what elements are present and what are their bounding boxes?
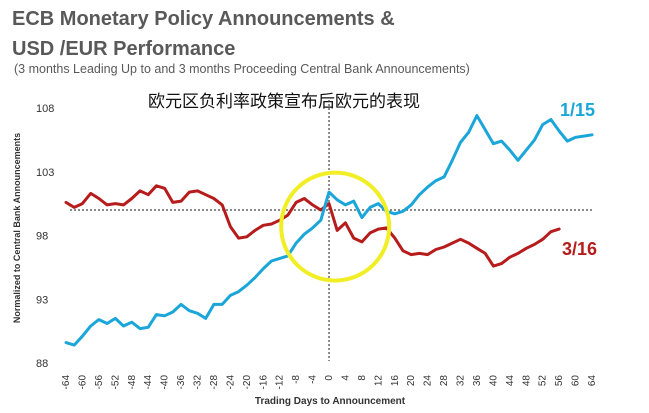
y-tick-label: 98 [36,231,48,243]
y-tick-label: 93 [36,294,48,306]
y-tick-label: 88 [36,358,48,370]
x-tick-label: 40 [488,375,499,387]
x-tick-label: -52 [110,375,121,390]
x-tick-label: -4 [308,375,319,384]
reference-lines [70,100,592,361]
x-tick-label: 36 [472,375,483,387]
x-tick-label: 16 [390,375,401,387]
highlight-circle [279,170,392,283]
x-tick-label: 4 [340,375,351,381]
x-axis-ticks: -64 -60 -56 -52 -48 -44 -40 -36 -32 -28 -24 -20 -16-… [61,375,598,390]
x-tick-label: -24 [225,375,236,390]
x-axis-label: Trading Days to Announcement [255,396,406,407]
x-tick-label: 52 [538,375,549,387]
chart-title-line2: USD /EUR Performance [12,38,236,60]
series-line-115 [64,114,594,347]
x-tick-label: -44 [143,375,154,390]
x-tick-label: -20 [242,375,253,390]
series-lines [64,114,594,347]
series-label-316: 3/16 [562,239,597,259]
x-tick-label: -12 [275,375,286,390]
y-tick-label: 108 [36,103,54,115]
y-axis-ticks: 88 93 98 103 108 [36,103,54,370]
chart-title: ECB Monetary Policy Announcements & USD … [12,4,395,64]
x-tick-label: -8 [291,375,302,384]
x-tick-label: 64 [587,375,598,387]
x-tick-label: -16 [258,375,269,390]
chart-subtitle: (3 months Leading Up to and 3 months Pro… [14,62,470,76]
x-tick-label: 0 [324,375,335,381]
x-tick-label: 28 [439,375,450,387]
series-label-115: 1/15 [560,100,595,120]
x-tick-label: 48 [521,375,532,387]
x-tick-label: 60 [571,375,582,387]
x-tick-label: 20 [406,375,417,387]
chart-title-line1: ECB Monetary Policy Announcements & [12,8,395,30]
x-tick-label: -60 [77,375,88,390]
x-tick-label: -32 [193,375,204,390]
x-tick-label: 12 [373,375,384,387]
x-tick-label: -40 [160,375,171,390]
series-line-316 [64,184,561,268]
x-tick-label: 56 [554,375,565,387]
y-axis-label: Normalized to Central Bank Announcements [12,133,22,323]
y-tick-label: 103 [36,167,54,179]
x-tick-label: 8 [357,375,368,381]
x-tick-label: -56 [94,375,105,390]
x-tick-label: -36 [176,375,187,390]
x-tick-label: 44 [505,375,516,387]
x-tick-label: -28 [209,375,220,390]
x-tick-label: 32 [456,375,467,387]
chart-annotation: 欧元区负利率政策宣布后欧元的表现 [148,92,420,111]
x-tick-label: -48 [127,375,138,390]
x-tick-label: 24 [423,375,434,387]
x-tick-label: -64 [61,375,72,390]
